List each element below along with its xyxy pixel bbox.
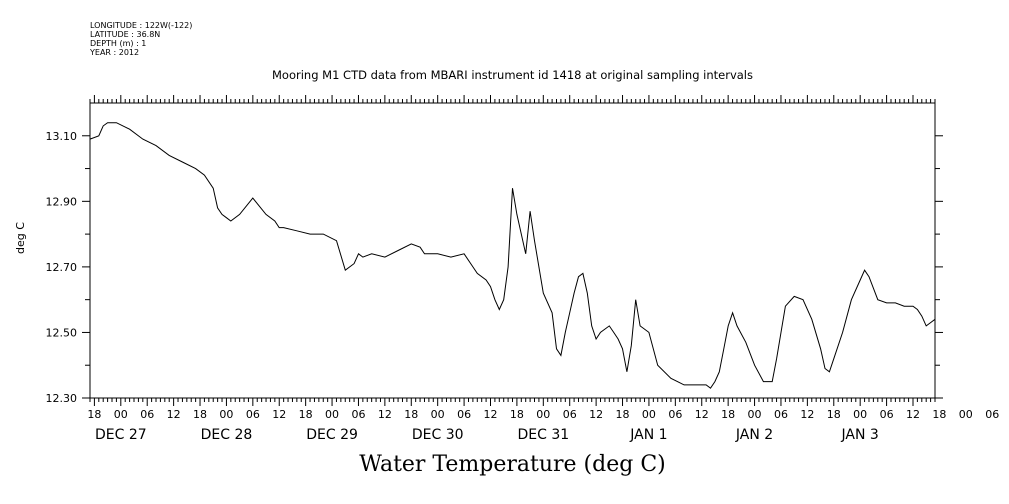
x-hour-label: 18 [299,408,313,421]
year-text: YEAR : 2012 [90,48,140,57]
x-date-label: DEC 29 [306,427,358,443]
plot-frame [89,102,936,399]
axis-ticks [82,95,943,406]
x-date-label: DEC 27 [95,427,147,443]
x-hour-label: 00 [219,408,233,421]
x-hour-label: 12 [483,408,497,421]
x-hour-label: 00 [959,408,973,421]
latitude-text: LATITUDE : 36.8N [90,30,161,39]
x-hour-label: 06 [880,408,894,421]
chart-title: Mooring M1 CTD data from MBARI instrumen… [272,68,753,82]
x-date-label: DEC 31 [517,427,569,443]
x-hour-label: 12 [378,408,392,421]
x-hour-label: 18 [827,408,841,421]
x-hour-label: 06 [563,408,577,421]
y-tick-label: 12.30 [46,392,78,405]
x-hour-label: 18 [510,408,524,421]
x-hour-label: 12 [906,408,920,421]
x-date-label: JAN 3 [841,427,879,443]
y-tick-label: 12.70 [46,261,78,274]
x-hour-label: 00 [431,408,445,421]
x-hour-label: 18 [404,408,418,421]
x-hour-label: 18 [932,408,946,421]
x-hour-label: 12 [167,408,181,421]
x-hour-label: 12 [272,408,286,421]
longitude-text: LONGITUDE : 122W(-122) [90,21,193,30]
x-hour-label: 18 [721,408,735,421]
y-tick-label: 12.50 [46,326,78,339]
depth-text: DEPTH (m) : 1 [90,39,147,48]
x-hour-label: 06 [774,408,788,421]
x-date-label: DEC 30 [412,427,464,443]
x-hour-label: 18 [616,408,630,421]
x-hour-label: 06 [246,408,260,421]
x-hour-label: 18 [87,408,101,421]
x-hour-label: 00 [114,408,128,421]
x-date-label: JAN 2 [735,427,773,443]
x-axis-title: Water Temperature (deg C) [359,452,666,477]
x-hour-label: 00 [325,408,339,421]
x-date-label: DEC 28 [201,427,253,443]
x-hour-label: 06 [140,408,154,421]
x-hour-label: 12 [589,408,603,421]
axis-tick-labels: 12.30 12.50 12.70 12.90 13.10 18 00 06 12 18 00 06 1… [46,130,1000,443]
series-line-water-temperature [89,122,936,389]
x-date-label: JAN 1 [629,427,667,443]
metadata-block: LONGITUDE : 122W(-122) LATITUDE : 36.8N … [90,21,192,57]
y-tick-label: 13.10 [46,130,78,143]
x-hour-label: 00 [536,408,550,421]
x-hour-label: 18 [193,408,207,421]
x-hour-label: 06 [351,408,365,421]
x-hour-label: 00 [748,408,762,421]
x-hour-label: 06 [457,408,471,421]
x-hour-label: 06 [985,408,999,421]
x-hour-label: 00 [642,408,656,421]
x-hour-label: 06 [668,408,682,421]
x-hour-label: 12 [800,408,814,421]
x-hour-label: 12 [695,408,709,421]
y-tick-label: 12.90 [46,195,78,208]
x-hour-label: 00 [853,408,867,421]
